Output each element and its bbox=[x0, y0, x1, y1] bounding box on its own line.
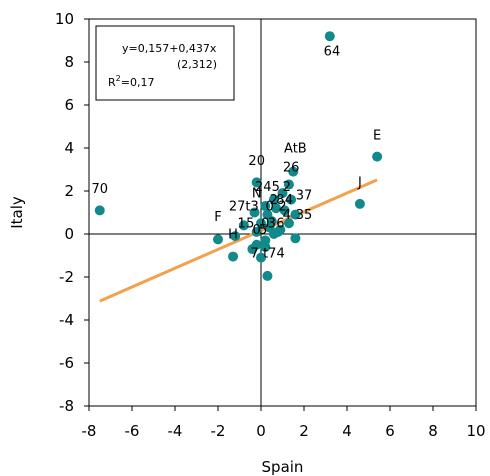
data-point bbox=[279, 205, 290, 216]
data-point bbox=[372, 151, 383, 162]
point-label: 0 bbox=[265, 199, 273, 214]
point-label: 2 bbox=[283, 180, 291, 195]
point-label: 70 bbox=[91, 182, 108, 197]
data-point bbox=[260, 201, 271, 212]
data-point bbox=[256, 252, 266, 263]
x-tick-label: 4 bbox=[342, 422, 352, 440]
data-point bbox=[228, 251, 239, 262]
equation-box: y=0,157+0,437x (2,312) R2=0,17 bbox=[95, 25, 235, 101]
y-tick-label: -4 bbox=[59, 311, 74, 329]
data-point bbox=[268, 194, 279, 205]
y-tick-label: 10 bbox=[55, 10, 74, 28]
point-label: 245 bbox=[255, 180, 280, 195]
point-label: 64 bbox=[324, 45, 341, 60]
x-tick-label: -4 bbox=[168, 422, 183, 440]
point-label: 2 bbox=[278, 199, 286, 214]
data-point bbox=[277, 188, 288, 199]
data-point bbox=[238, 220, 249, 231]
point-label: J bbox=[357, 176, 362, 191]
data-point bbox=[288, 166, 299, 177]
point-label: E bbox=[373, 128, 381, 143]
x-tick-label: -8 bbox=[82, 422, 97, 440]
data-point bbox=[324, 31, 335, 42]
point-label: 0 bbox=[261, 217, 269, 232]
point-label: AtB bbox=[284, 141, 307, 156]
point-label: 27t3 bbox=[229, 199, 259, 214]
x-tick-label: 8 bbox=[428, 422, 438, 440]
point-label: t74 bbox=[263, 247, 285, 262]
data-point bbox=[247, 244, 258, 255]
regression-line bbox=[99, 178, 378, 303]
point-label: 7 bbox=[250, 247, 258, 262]
data-point bbox=[286, 194, 297, 205]
y-tick-label: 6 bbox=[64, 96, 74, 114]
point-label: 4 bbox=[285, 193, 293, 208]
plot-frame bbox=[88, 18, 477, 407]
point-label: H bbox=[228, 227, 238, 242]
point-label: 26 bbox=[283, 161, 300, 176]
t-stat-text: (2,312) bbox=[177, 58, 217, 71]
y-axis-title: Italy bbox=[8, 196, 26, 229]
data-point bbox=[290, 233, 301, 244]
data-point bbox=[251, 226, 262, 237]
point-label: 1 bbox=[238, 217, 246, 232]
point-label: 2 bbox=[270, 193, 278, 208]
equation-frame bbox=[95, 25, 235, 101]
point-label: 37 bbox=[296, 189, 313, 204]
point-label: 5 bbox=[246, 217, 254, 232]
data-point bbox=[260, 241, 271, 252]
x-tick-label: 0 bbox=[256, 422, 266, 440]
x-axis-title: Spain bbox=[262, 458, 304, 476]
data-point bbox=[249, 207, 260, 218]
y-tick-label: 8 bbox=[64, 53, 74, 71]
regression-layer bbox=[99, 178, 378, 303]
x-tick-label: -6 bbox=[125, 422, 140, 440]
equation-text: y=0,157+0,437x bbox=[122, 42, 217, 55]
y-tick-label: 0 bbox=[64, 225, 74, 243]
points-layer bbox=[94, 31, 383, 281]
x-tick-label: -2 bbox=[211, 422, 226, 440]
point-label: 8 bbox=[276, 193, 284, 208]
data-point bbox=[262, 270, 273, 281]
data-point bbox=[251, 177, 262, 188]
data-point bbox=[283, 179, 294, 190]
data-point bbox=[213, 234, 223, 245]
point-label: 35 bbox=[296, 208, 313, 223]
x-tick-label: 2 bbox=[299, 422, 309, 440]
point-label: F bbox=[214, 210, 221, 225]
data-point bbox=[271, 203, 282, 214]
point-label: 5 bbox=[259, 223, 267, 238]
data-point bbox=[283, 218, 294, 229]
point-label: N bbox=[252, 186, 262, 201]
y-tick-label: -2 bbox=[59, 268, 74, 286]
data-point bbox=[354, 198, 365, 209]
r-squared-text: R2=0,17 bbox=[108, 74, 154, 89]
data-point bbox=[290, 209, 301, 220]
data-point bbox=[94, 205, 105, 216]
data-point bbox=[256, 218, 266, 229]
data-point bbox=[273, 226, 284, 237]
point-label: 6 bbox=[276, 217, 284, 232]
point-label: 20 bbox=[248, 154, 265, 169]
y-tick-label: 2 bbox=[64, 182, 74, 200]
data-point bbox=[230, 231, 241, 242]
point-label: 3 bbox=[268, 217, 276, 232]
point-label: 4 bbox=[283, 208, 291, 223]
y-tick-label: 4 bbox=[64, 139, 74, 157]
y-tick-label: -8 bbox=[59, 397, 74, 415]
y-tick-label: -6 bbox=[59, 354, 74, 372]
point-label: 0 bbox=[253, 223, 261, 238]
x-tick-label: 6 bbox=[385, 422, 395, 440]
x-tick-label: 10 bbox=[466, 422, 485, 440]
